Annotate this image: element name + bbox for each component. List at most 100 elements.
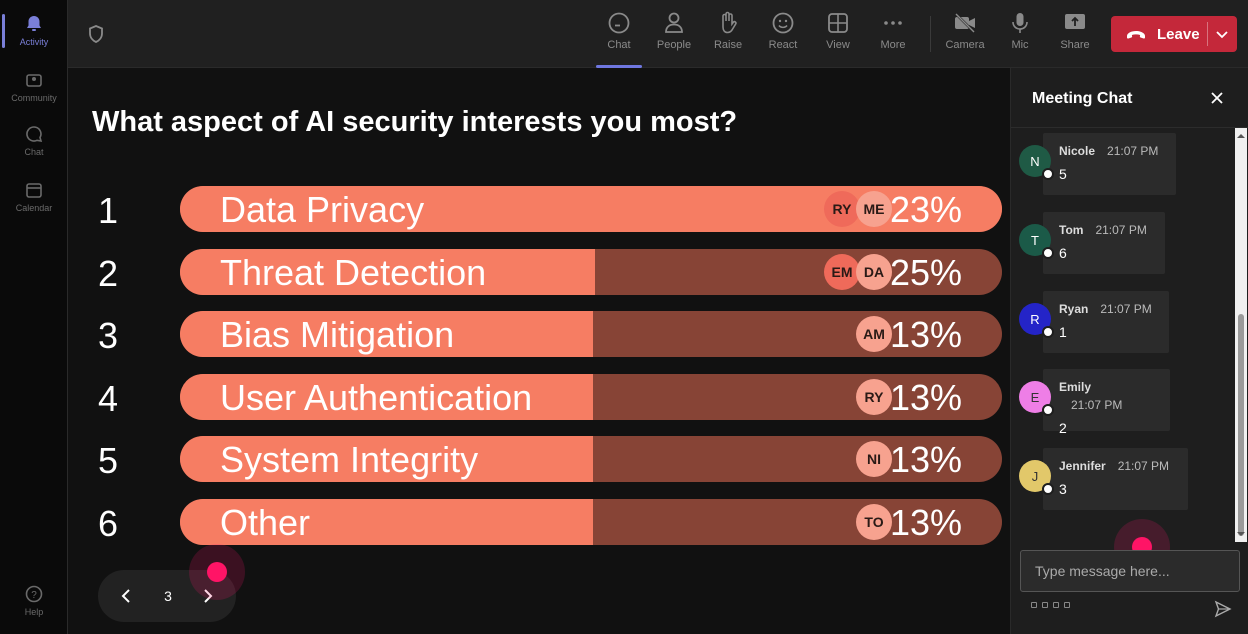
presence-indicator [1042,483,1054,495]
scroll-up-arrow-icon[interactable] [1237,132,1245,140]
avatar-initial: J [1031,468,1039,484]
poll-option[interactable]: 1 Data Privacy RY ME 23% [68,186,1010,232]
people-icon [665,12,683,33]
option-number: 6 [98,503,119,544]
option-percentage: 13% [889,439,962,480]
camera-button[interactable]: Camera [940,10,990,62]
message-text: 6 [1059,245,1067,261]
option-label: Data Privacy [220,189,425,230]
poll-option[interactable]: 6 Other TO 13% [68,499,1010,545]
option-label: Bias Mitigation [220,314,455,355]
sender-name: Ryan [1059,302,1089,316]
option-percentage: 23% [889,189,962,230]
gif-icon[interactable] [1064,602,1070,608]
shield-icon[interactable] [86,24,106,44]
svg-text:?: ? [31,590,37,601]
react-button-label: React [768,39,798,51]
leave-button[interactable]: Leave [1111,16,1237,52]
sender-name: Emily [1059,380,1092,394]
rail-item-chat[interactable]: Chat [0,116,68,166]
option-number: 2 [98,253,119,294]
sender-avatar[interactable]: E [1019,381,1054,416]
message-time: 21:07 PM [1117,459,1170,473]
avatar-initial: E [1030,389,1040,405]
send-icon[interactable] [1214,600,1232,618]
chat-scrollbar[interactable] [1235,128,1247,542]
chat-icon [608,12,630,34]
more-button[interactable]: More [868,10,918,62]
meeting-chat-panel: Meeting Chat Nicole 21:07 PM 5 N Tom 21:07 PM… [1010,68,1248,634]
more-button-label: More [880,39,906,51]
sender-name: Jennifer [1059,459,1106,473]
poll-option[interactable]: 4 User Authentication RY 13% [68,374,1010,420]
option-label: User Authentication [220,377,533,418]
mic-button-label: Mic [1011,39,1029,51]
chat-button[interactable]: Chat [594,10,644,68]
scroll-down-arrow-icon[interactable] [1237,530,1245,538]
voter-avatar: RY [856,379,892,415]
chevron-down-icon[interactable] [1213,25,1231,43]
raise-hand-button[interactable]: Raise [703,10,753,62]
message-bubble: Ryan 21:07 PM 1 [1043,291,1169,353]
rail-item-activity[interactable]: Activity [0,6,68,56]
chevron-right-icon[interactable] [198,586,218,606]
sender-name: Tom [1059,223,1084,237]
option-bar-fill [180,499,593,545]
left-rail: Activity Community Chat Calendar ? Help [0,0,68,634]
smiley-icon [772,12,794,34]
option-bar: User Authentication RY 13% [180,374,1002,420]
option-number: 4 [98,378,119,419]
react-button[interactable]: React [758,10,808,62]
leave-divider [1207,22,1208,46]
rail-item-help[interactable]: ? Help [0,576,68,626]
phone-hangup-icon [1127,31,1145,39]
rail-item-community[interactable]: Community [0,62,68,112]
microphone-icon [1012,13,1028,33]
bell-icon [27,16,41,31]
option-label: Threat Detection [220,252,487,293]
poll-option[interactable]: 5 System Integrity NI 13% [68,436,1010,482]
option-label: Other [220,502,311,543]
message-input[interactable] [1020,550,1240,592]
option-percentage: 13% [889,502,962,543]
rail-item-calendar[interactable]: Calendar [0,172,68,222]
camera-off-icon [955,13,975,33]
scrollbar-thumb[interactable] [1238,314,1244,536]
option-number: 5 [98,440,119,481]
option-bar-fill [180,374,593,420]
voter-avatar: NI [856,441,892,477]
sender-avatar[interactable]: N [1019,145,1054,180]
compose-toolbar [1031,602,1070,608]
sender-avatar[interactable]: R [1019,303,1054,338]
option-percentage: 25% [889,252,962,293]
message-time: 21:07 PM [1100,302,1152,316]
poll-option[interactable]: 2 Threat Detection EM DA 25% [68,249,1010,295]
mic-button[interactable]: Mic [995,10,1045,62]
people-button[interactable]: People [649,10,699,62]
community-icon [26,74,42,87]
view-button[interactable]: View [813,10,863,62]
option-bar-fill [180,311,593,357]
emoji-icon[interactable] [1053,602,1059,608]
format-icon[interactable] [1031,602,1037,608]
more-dots-icon [884,21,902,25]
sender-avatar[interactable]: J [1019,460,1054,495]
close-icon[interactable] [1209,90,1225,106]
sender-avatar[interactable]: T [1019,224,1054,259]
presence-indicator [1042,247,1054,259]
voter-avatar: AM [856,316,892,352]
poll-option[interactable]: 3 Bias Mitigation AM 13% [68,311,1010,357]
leave-button-label: Leave [1157,25,1200,43]
presence-indicator [1042,168,1054,180]
voter-avatar: TO [856,504,892,540]
share-screen-icon [1065,14,1085,29]
message-list: Nicole 21:07 PM 5 N Tom 21:07 PM 6 T Ryan 21:07 P… [1011,128,1235,542]
attach-icon[interactable] [1042,602,1048,608]
share-button[interactable]: Share [1050,10,1100,62]
message-bubble: Jennifer 21:07 PM 3 [1043,448,1188,510]
camera-button-label: Camera [945,39,985,51]
meeting-toolbar: Chat People Raise React View More Camera… [68,0,1248,68]
chevron-left-icon[interactable] [116,586,136,606]
message-time: 21:07 PM [1095,223,1147,237]
help-icon: ? [25,585,43,603]
